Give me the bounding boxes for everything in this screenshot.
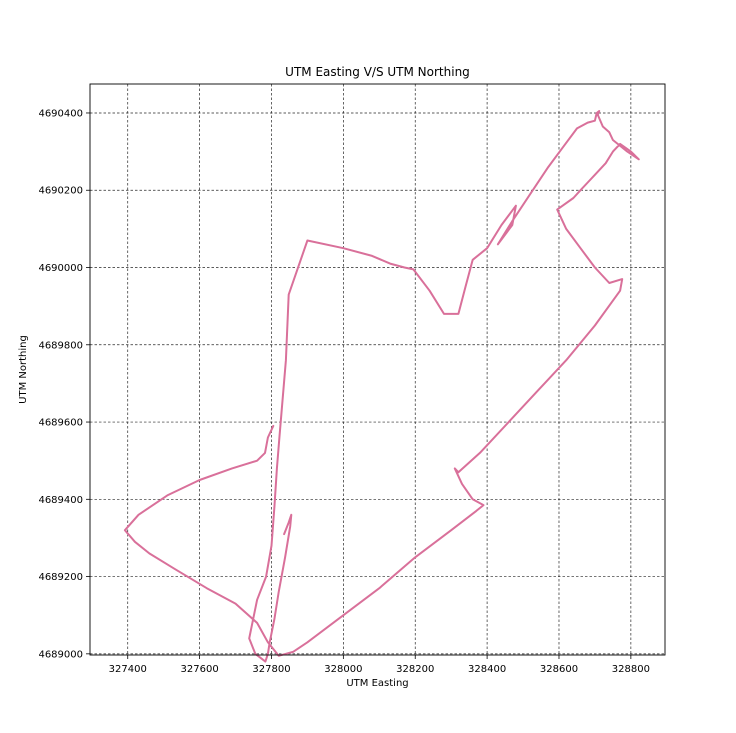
- x-axis-label: UTM Easting: [346, 678, 408, 689]
- ticks: 327400 327600 327800 328000 328200 328400 3286…: [38, 108, 650, 675]
- chart-title: UTM Easting V/S UTM Northing: [285, 65, 470, 79]
- y-tick-label: 4689200: [38, 572, 83, 583]
- y-tick-label: 4689600: [38, 418, 83, 429]
- x-tick-label: 327800: [252, 664, 290, 675]
- x-tick-label: 328200: [396, 664, 434, 675]
- trajectory-line: [123, 110, 640, 663]
- y-tick-label: 4689000: [38, 649, 83, 660]
- x-tick-label: 328000: [324, 664, 362, 675]
- x-tick-label: 327400: [109, 664, 147, 675]
- y-tick-label: 4690400: [38, 108, 83, 119]
- y-tick-label: 4690200: [38, 186, 83, 197]
- y-tick-label: 4690000: [38, 263, 83, 274]
- x-tick-label: 328800: [612, 664, 650, 675]
- plot-frame: [89, 83, 666, 656]
- x-tick-label: 328400: [468, 664, 506, 675]
- y-tick-label: 4689800: [38, 340, 83, 351]
- x-tick-label: 327600: [181, 664, 219, 675]
- x-tick-label: 328600: [540, 664, 578, 675]
- y-axis-label: UTM Northing: [18, 335, 29, 404]
- plot-area: [123, 110, 640, 663]
- y-tick-label: 4689400: [38, 495, 83, 506]
